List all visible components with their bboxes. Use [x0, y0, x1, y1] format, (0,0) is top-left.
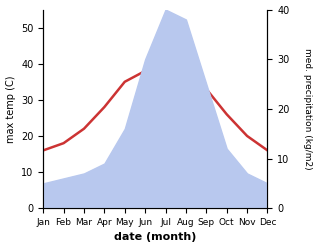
- Y-axis label: med. precipitation (kg/m2): med. precipitation (kg/m2): [303, 48, 313, 170]
- Y-axis label: max temp (C): max temp (C): [5, 75, 16, 143]
- X-axis label: date (month): date (month): [114, 232, 197, 243]
